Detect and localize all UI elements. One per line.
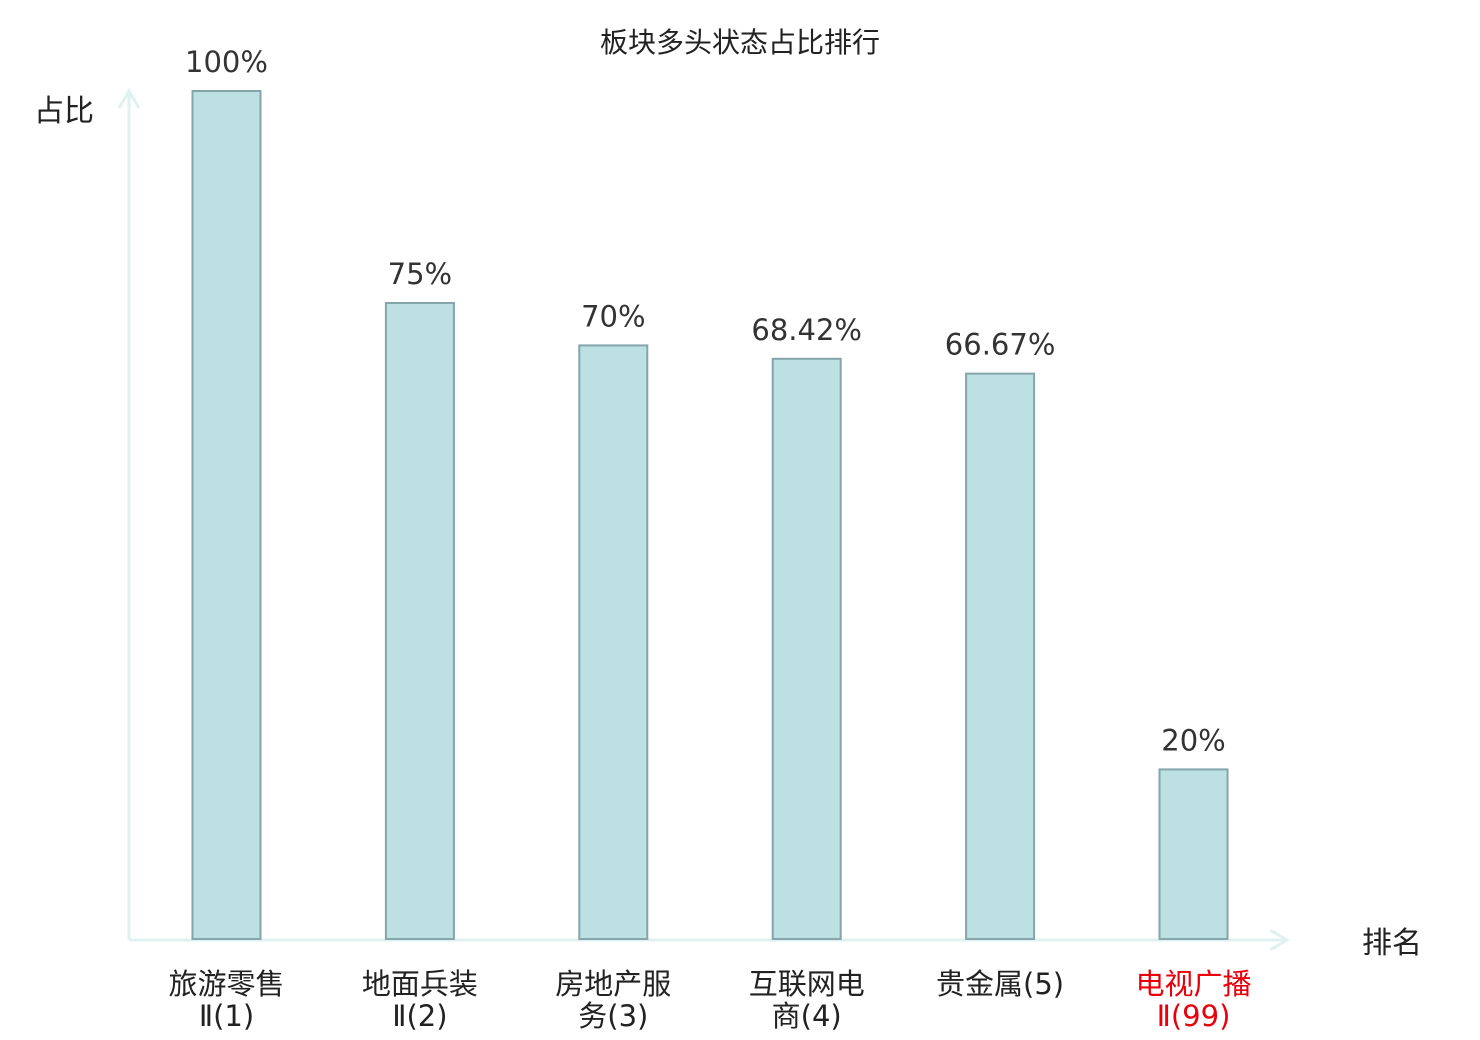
bar-5 (965, 372, 1036, 940)
category-label-1-line2: Ⅱ(1) (199, 999, 254, 1033)
category-label-4-line2: 商(4) (772, 999, 842, 1033)
value-labels-group: 100% 75% 70% 68.42% 66.67% 20% (185, 45, 1226, 757)
category-label-4-line1: 互联网电 (749, 967, 865, 1001)
axes (117, 88, 1290, 952)
value-label-1: 100% (185, 45, 268, 79)
bar-1 (191, 90, 262, 940)
category-label-2-line1: 地面兵装 (362, 967, 478, 1001)
y-axis-arrow (117, 88, 141, 109)
category-label-2-line2: Ⅱ(2) (392, 999, 447, 1033)
value-label-2: 75% (388, 257, 452, 291)
bar-3 (578, 344, 649, 940)
chart-title: 板块多头状态占比排行 (600, 26, 880, 59)
category-label-1-line1: 旅游零售 (168, 967, 284, 1001)
bar-2 (384, 302, 455, 940)
category-label-3-line1: 房地产服 (555, 967, 671, 1001)
bar-6 (1158, 768, 1229, 941)
y-axis-label: 占比 (34, 94, 94, 129)
value-label-3: 70% (581, 299, 645, 333)
category-label-6-line1: 电视广播 (1135, 967, 1251, 1001)
category-label-6-line2: Ⅱ(99) (1157, 999, 1231, 1033)
category-label-5-line1: 贵金属(5) (936, 967, 1064, 1001)
x-axis-label: 排名 (1362, 926, 1422, 961)
value-label-6: 20% (1161, 723, 1225, 757)
value-label-4: 68.42% (751, 313, 862, 347)
value-label-5: 66.67% (945, 328, 1056, 362)
x-axis-arrow (1269, 928, 1290, 952)
category-label-3-line2: 务(3) (578, 999, 648, 1033)
bars-group (191, 90, 1229, 941)
bar-4 (771, 357, 842, 940)
